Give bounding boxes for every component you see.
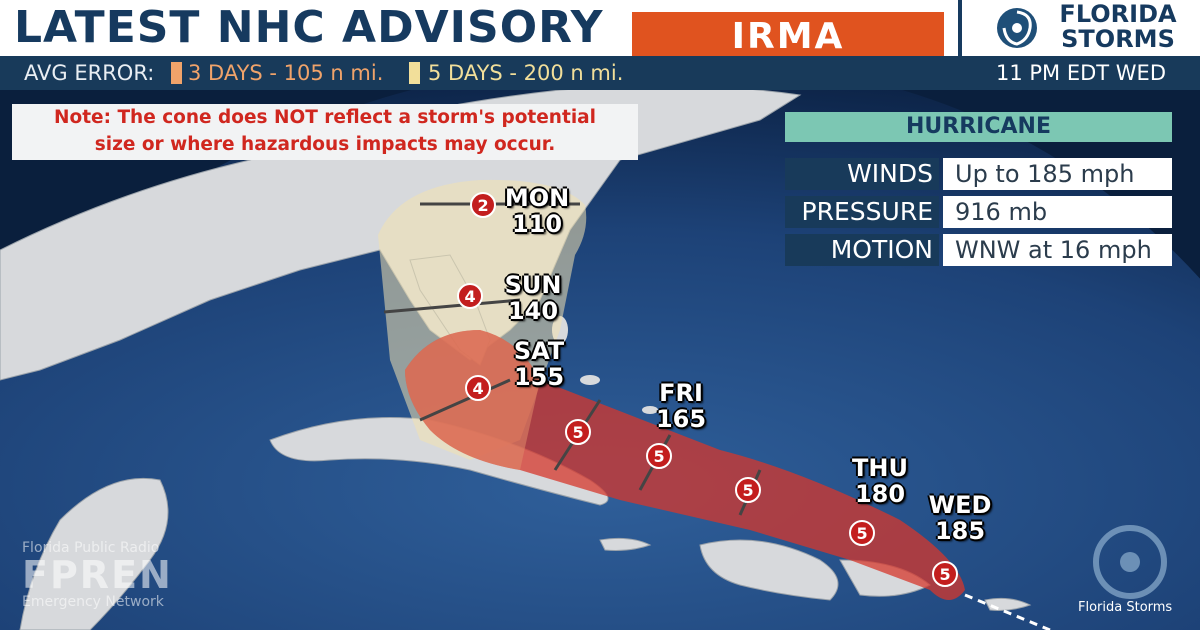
hurricane-logo-icon [997, 8, 1037, 48]
cone-disclaimer: Note: The cone does NOT reflect a storm'… [12, 104, 638, 160]
hurricane-symbols: 2 4 4 5 5 5 5 5 [457, 192, 958, 587]
three-day-error: 3 DAYS - 105 n mi. [188, 61, 384, 85]
florida-storms-icon [1093, 525, 1167, 599]
motion-label: MOTION [785, 234, 939, 266]
svg-text:4: 4 [464, 287, 475, 306]
brand-logo: FLORIDA STORMS [958, 0, 1200, 56]
svg-text:5: 5 [856, 524, 867, 543]
five-day-error: 5 DAYS - 200 n mi. [428, 61, 624, 85]
winds-value: Up to 185 mph [943, 158, 1172, 190]
error-bar: AVG ERROR: 3 DAYS - 105 n mi. 5 DAYS - 2… [0, 56, 1200, 90]
page-title: LATEST NHC ADVISORY [14, 2, 604, 53]
svg-text:2: 2 [477, 196, 488, 215]
pressure-value: 916 mb [943, 196, 1172, 228]
footer-logo-text: Florida Storms [1078, 600, 1173, 615]
forecast-label-sun: SUN 140 [504, 271, 562, 325]
winds-label: WINDS [785, 158, 939, 190]
forecast-label-mon: MON 110 [504, 184, 570, 238]
avg-error-label: AVG ERROR: [24, 61, 155, 85]
storm-name-badge: IRMA [632, 12, 944, 62]
forecast-label-sat: SAT 155 [513, 337, 565, 391]
five-day-swatch [409, 62, 420, 84]
brand-line1: FLORIDA [1059, 0, 1177, 28]
advisory-time: 11 PM EDT WED [996, 61, 1166, 85]
three-day-swatch [171, 62, 182, 84]
svg-text:5: 5 [572, 423, 583, 442]
motion-value: WNW at 16 mph [943, 234, 1172, 266]
forecast-label-fri: FRI 165 [655, 379, 707, 433]
fpren-watermark: Florida Public Radio FPREN Emergency Net… [22, 540, 173, 610]
storm-type-heading: HURRICANE [785, 112, 1172, 142]
forecast-label-thu: THU 180 [852, 454, 908, 508]
note-line2: size or where hazardous impacts may occu… [94, 134, 556, 155]
svg-text:5: 5 [939, 565, 950, 584]
pressure-label: PRESSURE [785, 196, 939, 228]
svg-text:4: 4 [472, 379, 483, 398]
forecast-label-wed: WED 185 [928, 491, 992, 545]
note-line1: Note: The cone does NOT reflect a storm'… [54, 107, 596, 128]
svg-text:5: 5 [653, 447, 664, 466]
brand-line2: STORMS [1061, 25, 1175, 53]
svg-text:5: 5 [742, 481, 753, 500]
